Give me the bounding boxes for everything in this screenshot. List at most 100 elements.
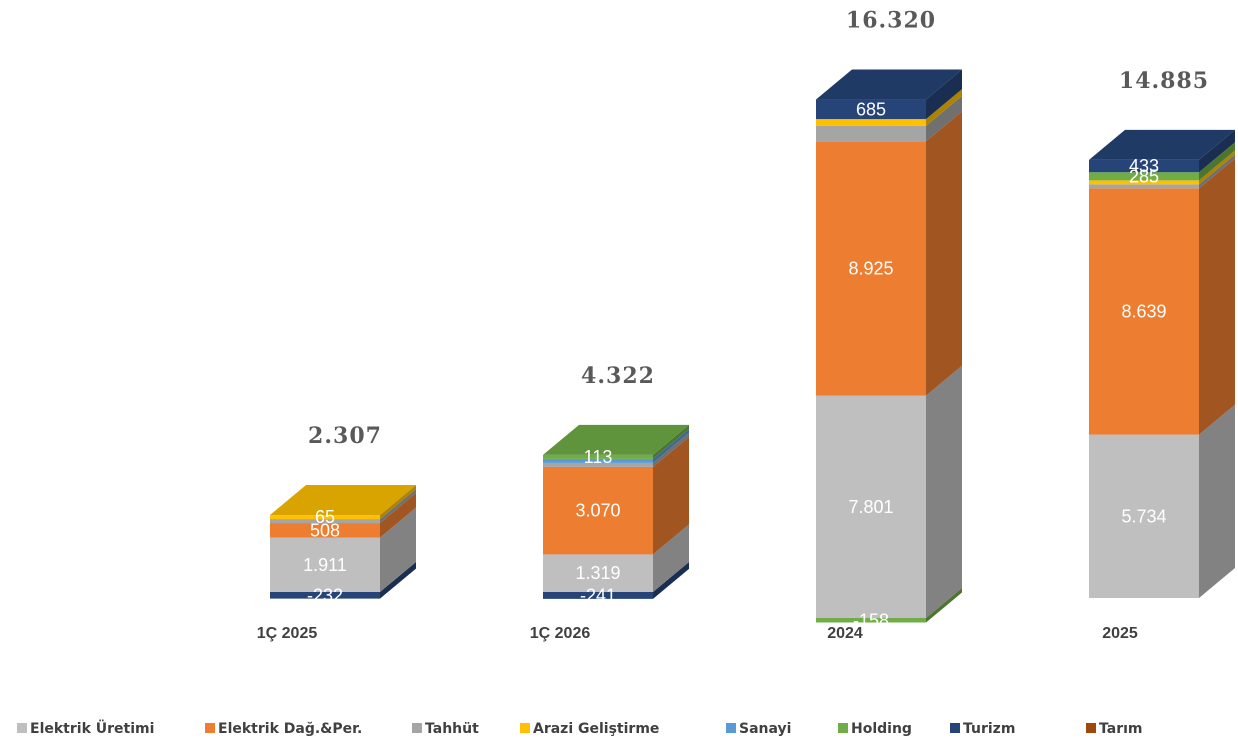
bar-segment-2-1	[816, 141, 926, 396]
bar-segment-1-1	[543, 466, 653, 555]
bar-segment-1-4	[543, 458, 653, 463]
bar-side-3-0	[1199, 404, 1235, 598]
bar-segment-3-1	[1089, 188, 1199, 435]
bar-side-3-6	[1199, 129, 1235, 173]
data-label-3-1: 8.639	[1121, 301, 1166, 321]
bar-top-1	[543, 424, 689, 455]
data-label-3-6: 433	[1129, 156, 1159, 176]
legend-square-icon	[950, 723, 960, 733]
bar-side-2-1	[926, 111, 962, 396]
total-label-1: 4.322	[581, 363, 655, 389]
legend-item-1: Elektrik Dağ.&Per.	[205, 721, 362, 737]
bar-side-2-3	[926, 89, 962, 126]
legend-label: Arazi Geliştirme	[533, 721, 659, 737]
legend-label: Turizm	[963, 721, 1015, 737]
bar-side-1-6	[653, 562, 689, 599]
data-label-0-1: 508	[310, 520, 340, 540]
legend-label: Tahhüt	[425, 721, 479, 737]
bar-segment-0-6	[270, 592, 380, 599]
bar-segment-3-6	[1089, 159, 1199, 173]
bar-side-0-6	[380, 562, 416, 599]
category-label-2: 2024	[827, 625, 863, 642]
bar-segment-0-3	[270, 515, 380, 520]
category-label-0: 1Ç 2025	[257, 625, 318, 642]
bar-segment-1-0	[543, 554, 653, 592]
bar-segment-3-3	[1089, 180, 1199, 185]
bar-segment-3-5	[1089, 172, 1199, 181]
total-label-3: 14.885	[1119, 68, 1209, 94]
legend-label: Sanayi	[739, 721, 791, 737]
bar-top-2	[816, 69, 962, 100]
legend-label: Elektrik Üretimi	[30, 719, 154, 737]
bar-segment-1-6	[543, 592, 653, 599]
legend-square-icon	[205, 723, 215, 733]
bar-segment-1-5	[543, 454, 653, 459]
bar-stack-2: -158 7.801 8.925 685	[816, 69, 962, 630]
bar-side-0-3	[380, 485, 416, 520]
category-label-3: 2025	[1102, 625, 1138, 642]
data-label-3-0: 5.734	[1121, 506, 1166, 526]
legend-square-icon	[520, 723, 530, 733]
data-label-1-0: 1.319	[575, 563, 620, 583]
bar-segment-2-5	[816, 618, 926, 623]
bar-side-1-1	[653, 436, 689, 555]
data-label-0-3: 65	[315, 507, 335, 527]
bar-segment-2-0	[816, 395, 926, 618]
bar-side-0-1	[380, 493, 416, 538]
bar-side-1-5	[653, 424, 689, 459]
data-label-1-6: -241	[580, 585, 616, 605]
data-label-2-0: 7.801	[848, 497, 893, 517]
data-label-3-5: 285	[1129, 166, 1159, 186]
bar-side-3-2	[1199, 154, 1235, 189]
bar-segment-0-0	[270, 537, 380, 592]
bar-segment-2-2	[816, 125, 926, 142]
bar-segment-3-2	[1089, 184, 1199, 189]
bar-segment-1-2	[543, 462, 653, 467]
category-label-1: 1Ç 2026	[530, 625, 591, 642]
legend-label: Elektrik Dağ.&Per.	[218, 721, 362, 737]
legend-square-icon	[838, 723, 848, 733]
total-label-0: 2.307	[308, 423, 382, 449]
bar-segment-2-6	[816, 99, 926, 120]
bar-side-1-2	[653, 432, 689, 467]
legend-square-icon	[1086, 723, 1096, 733]
bar-segment-0-1	[270, 523, 380, 538]
legend-square-icon	[412, 723, 422, 733]
bar-side-0-2	[380, 489, 416, 524]
legend-item-5: Holding	[838, 721, 912, 737]
data-label-1-1: 3.070	[575, 501, 620, 521]
legend-item-3: Arazi Geliştirme	[520, 721, 659, 737]
bar-side-1-4	[653, 428, 689, 463]
legend-square-icon	[726, 723, 736, 733]
bar-segment-2-3	[816, 119, 926, 126]
data-label-0-6: -232	[307, 585, 343, 605]
bar-top-3	[1089, 129, 1235, 160]
legend-item-6: Turizm	[950, 721, 1015, 737]
data-label-2-5: -158	[853, 610, 889, 630]
bar-side-2-0	[926, 365, 962, 618]
data-label-2-6: 685	[856, 99, 886, 119]
bar-side-2-6	[926, 69, 962, 120]
bar-segment-0-2	[270, 519, 380, 524]
legend-item-7: Tarım	[1086, 721, 1142, 737]
legend-item-2: Tahhüt	[412, 721, 479, 737]
bar-side-0-0	[380, 507, 416, 592]
bar-top-0	[270, 485, 416, 516]
data-label-2-1: 8.925	[848, 258, 893, 278]
legend-item-4: Sanayi	[726, 721, 791, 737]
bar-segment-3-0	[1089, 434, 1199, 598]
bar-side-3-5	[1199, 142, 1235, 181]
bar-side-1-0	[653, 524, 689, 592]
legend-square-icon	[17, 723, 27, 733]
data-label-0-0: 1.911	[303, 555, 347, 575]
total-label-2: 16.320	[846, 8, 936, 34]
bar-side-3-1	[1199, 158, 1235, 435]
legend-label: Tarım	[1099, 721, 1142, 737]
bar-side-3-3	[1199, 150, 1235, 185]
data-label-1-5: 113	[584, 447, 613, 467]
bar-side-2-5	[926, 588, 962, 623]
